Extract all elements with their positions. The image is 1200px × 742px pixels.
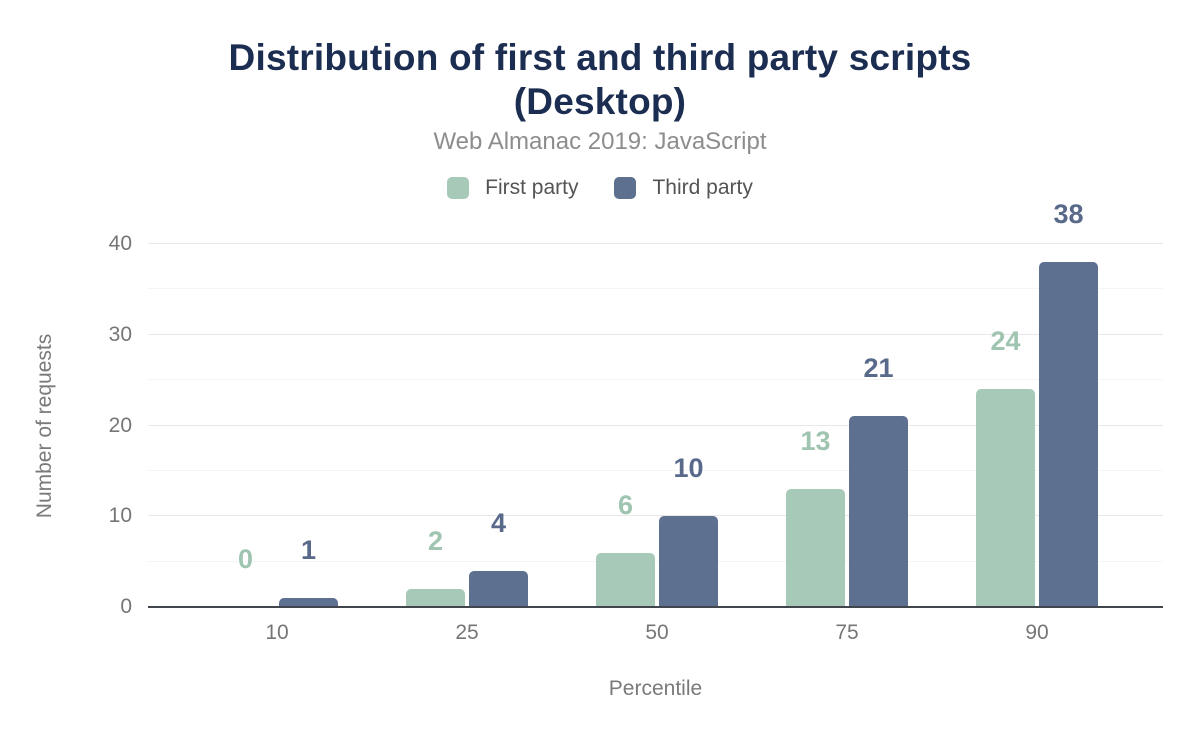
chart-subtitle: Web Almanac 2019: JavaScript [433, 128, 767, 155]
value-label-first-party-p10: 0 [237, 544, 254, 574]
bar-third-party-p25 [469, 570, 528, 607]
x-tick-25: 25 [455, 621, 479, 644]
bar-third-party-p50 [659, 516, 718, 607]
legend-item-third-party: Third party [614, 176, 753, 200]
legend-swatch-third-party [614, 177, 637, 199]
y-axis-title: Number of requests [33, 333, 56, 519]
gridline-10 [148, 515, 1163, 517]
y-tick-40: 40 [108, 232, 132, 255]
y-tick-0: 0 [120, 595, 132, 618]
gridline-40 [148, 243, 1163, 244]
x-tick-75: 75 [835, 621, 859, 644]
value-label-third-party-p50: 10 [673, 453, 704, 484]
value-label-third-party-p10: 1 [300, 534, 317, 565]
x-tick-90: 90 [1025, 621, 1049, 644]
legend: First party Third party [0, 176, 1200, 200]
value-label-third-party-p75: 21 [863, 353, 894, 384]
legend-swatch-first-party [447, 177, 470, 199]
x-axis-line [148, 606, 1163, 608]
gridline-30 [148, 333, 1163, 335]
value-label-third-party-p90: 38 [1053, 199, 1084, 230]
value-label-first-party-p75: 13 [800, 426, 831, 457]
value-label-first-party-p25: 2 [427, 525, 444, 556]
bar-third-party-p90 [1039, 262, 1098, 607]
gridline-20 [148, 424, 1163, 426]
bar-third-party-p10 [279, 597, 338, 607]
x-tick-10: 10 [265, 621, 289, 644]
bar-first-party-p50 [596, 552, 655, 607]
legend-label-third-party: Third party [652, 176, 753, 199]
bar-first-party-p25 [406, 588, 465, 607]
bar-third-party-p75 [849, 416, 908, 607]
x-axis-title: Percentile [608, 677, 703, 700]
value-label-third-party-p25: 4 [490, 507, 507, 538]
bar-first-party-p75 [786, 489, 845, 607]
y-tick-20: 20 [108, 413, 132, 437]
chart-title-line-1: Distribution of first and third party sc… [228, 37, 972, 78]
gridline-minor-35 [148, 288, 1163, 290]
chart-title: Distribution of first and third party sc… [110, 36, 1090, 123]
y-tick-10: 10 [108, 504, 132, 528]
plot-area: 0 10 20 30 40 0 1 10 2 4 25 6 10 50 13 21 75 24 38 90 [109, 201, 1163, 644]
gridline-minor-25 [148, 379, 1163, 381]
legend-item-first-party: First party [447, 176, 578, 200]
x-tick-50: 50 [645, 621, 669, 644]
gridline-minor-5 [148, 560, 1163, 562]
y-tick-30: 30 [108, 322, 132, 346]
value-label-first-party-p50: 6 [617, 489, 634, 520]
bar-first-party-p90 [976, 389, 1035, 607]
legend-label-first-party: First party [485, 176, 579, 199]
chart-title-line-2: (Desktop) [513, 80, 687, 122]
value-label-first-party-p90: 24 [990, 326, 1021, 357]
gridline-minor-15 [148, 469, 1163, 471]
